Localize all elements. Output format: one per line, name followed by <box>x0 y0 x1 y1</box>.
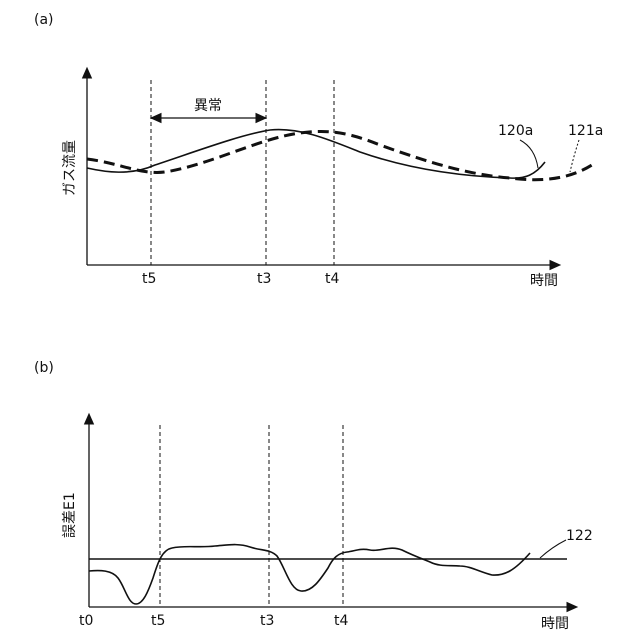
label-120a: 120a <box>498 123 533 139</box>
panel-a-y-label: ガス流量 <box>62 140 78 196</box>
curve-121a <box>86 130 596 182</box>
panel-a-x-label: 時間 <box>530 273 558 289</box>
label-122: 122 <box>566 528 593 544</box>
panel-b-label: (b) <box>34 360 54 376</box>
tick-b-t5: t5 <box>151 613 165 629</box>
panel-a: (a) ガス流量 時間 t5 t3 t4 異常 120a 121a <box>34 12 603 289</box>
tick-b-t3: t3 <box>260 613 274 629</box>
label-121a: 121a <box>568 123 603 139</box>
leader-121a <box>569 139 580 173</box>
tick-t4: t4 <box>325 271 339 287</box>
tick-t5: t5 <box>142 271 156 287</box>
leader-122 <box>539 539 567 559</box>
error-curve-e1 <box>88 543 531 605</box>
panel-b-x-label: 時間 <box>541 616 569 632</box>
panel-a-label: (a) <box>34 12 54 28</box>
anomaly-label: 異常 <box>194 98 222 114</box>
tick-b-t0: t0 <box>79 613 93 629</box>
panel-b-y-label: 誤差E1 <box>62 492 78 538</box>
tick-b-t4: t4 <box>334 613 348 629</box>
tick-t3: t3 <box>257 271 271 287</box>
curve-120a <box>86 128 546 179</box>
panel-b: (b) 誤差E1 時間 t0 t5 t3 t4 122 <box>34 360 593 632</box>
leader-120a <box>519 139 539 169</box>
